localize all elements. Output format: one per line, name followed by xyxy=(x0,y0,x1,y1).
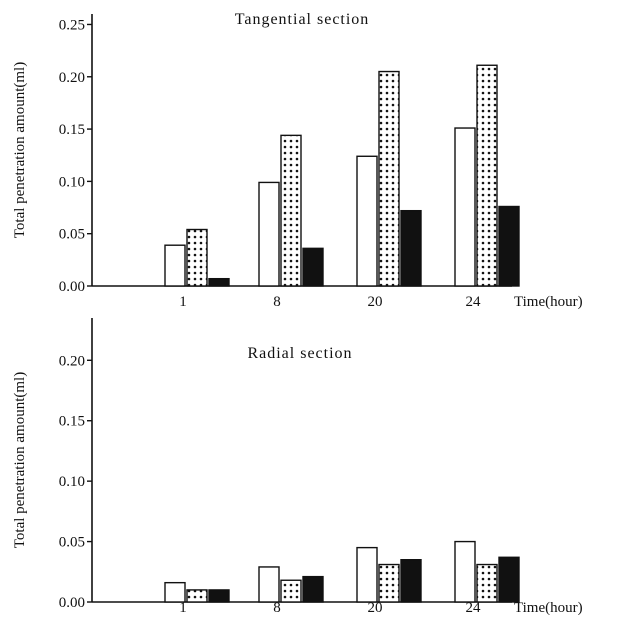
radial-bar-black-24 xyxy=(498,556,520,603)
tangential-bar-dotted-24 xyxy=(476,64,498,287)
radial-panel: 0.00 0.05 0.10 0.15 0.20 Total penetration am… xyxy=(12,318,583,616)
radial-y-tick-label: 0.00 xyxy=(59,595,85,611)
tangential-bar-black-1 xyxy=(208,277,230,287)
tangential-x-tick-label: 8 xyxy=(273,294,281,310)
radial-x-tick-label: 1 xyxy=(179,600,187,615)
radial-bar-white-24 xyxy=(454,540,476,603)
tangential-y-axis-title: Total penetration amount(ml) xyxy=(12,62,28,238)
tangential-y-tick-label: 0.15 xyxy=(59,122,85,138)
radial-y-tick-label: 0.20 xyxy=(59,353,85,369)
radial-x-tick-label: 8 xyxy=(273,600,281,615)
radial-bar-dotted-1 xyxy=(186,589,208,603)
radial-y-tick-label: 0.10 xyxy=(59,474,85,490)
tangential-bar-black-8 xyxy=(302,247,324,287)
tangential-x-tick-label: 20 xyxy=(368,294,383,310)
tangential-title: Tangential section xyxy=(235,11,370,28)
tangential-y-tick-label: 0.05 xyxy=(59,227,85,243)
tangential-y-tick-label: 0.00 xyxy=(59,279,85,295)
radial-title: Radial section xyxy=(247,345,352,362)
tangential-x-tick-label: 1 xyxy=(179,294,187,310)
tangential-bar-dotted-1 xyxy=(186,228,208,287)
tangential-y-tick-label: 0.10 xyxy=(59,174,85,190)
radial-x-tick-label: 20 xyxy=(368,600,383,615)
tangential-bar-dotted-8 xyxy=(280,134,302,287)
radial-bar-dotted-20 xyxy=(378,563,400,603)
tangential-bar-white-1 xyxy=(164,244,186,287)
tangential-y-tick-label: 0.25 xyxy=(59,17,85,33)
tangential-bar-white-20 xyxy=(356,155,378,287)
tangential-bar-white-8 xyxy=(258,181,280,287)
radial-y-axis-title: Total penetration amount(ml) xyxy=(12,372,28,548)
radial-bar-black-8 xyxy=(302,575,324,603)
tangential-x-axis-title: Time(hour) xyxy=(514,294,583,310)
tangential-bar-black-24 xyxy=(498,205,520,287)
radial-bar-dotted-24 xyxy=(476,563,498,603)
tangential-bar-white-24 xyxy=(454,127,476,287)
radial-bar-black-1 xyxy=(208,589,230,603)
tangential-x-tick-label: 24 xyxy=(466,294,482,310)
radial-x-axis-title: Time(hour) xyxy=(514,600,583,615)
tangential-bar-dotted-20 xyxy=(378,70,400,287)
radial-x-tick-label: 24 xyxy=(466,600,482,615)
radial-bar-black-20 xyxy=(400,559,422,603)
radial-y-tick-label: 0.15 xyxy=(59,414,85,430)
tangential-bar-black-20 xyxy=(400,209,422,287)
radial-bar-white-20 xyxy=(356,546,378,603)
radial-bar-dotted-8 xyxy=(280,579,302,603)
radial-bar-white-1 xyxy=(164,581,186,603)
radial-y-tick-label: 0.05 xyxy=(59,535,85,551)
tangential-panel: 0.00 0.05 0.10 0.15 0.20 0.25 Total penetratio… xyxy=(12,11,583,310)
radial-bar-white-8 xyxy=(258,566,280,603)
tangential-y-tick-label: 0.20 xyxy=(59,70,85,86)
